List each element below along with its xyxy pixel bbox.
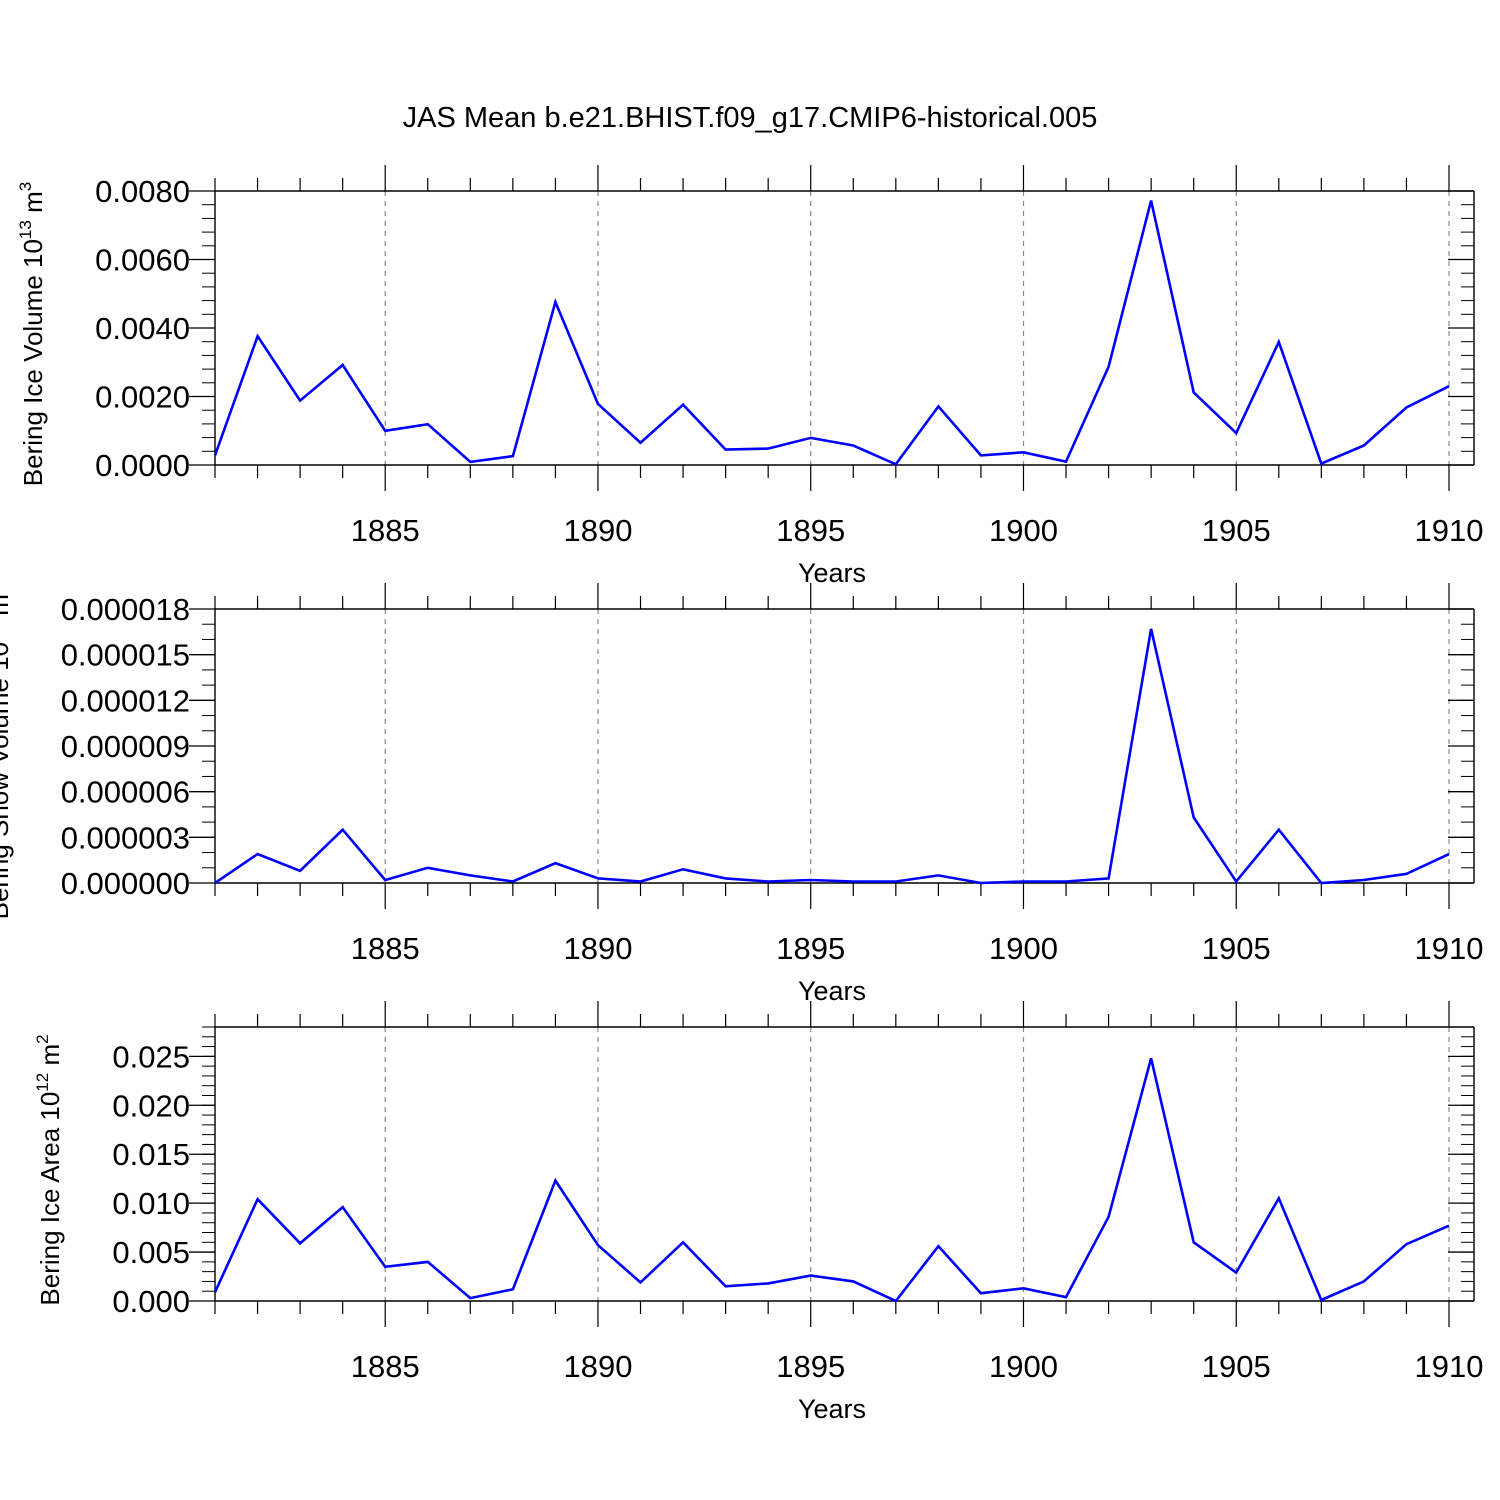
x-tick-label: 1885 [351, 931, 420, 966]
y-tick-label: 0.025 [112, 1039, 190, 1074]
x-tick-label: 1895 [776, 931, 845, 966]
y-tick-label: 0.000 [112, 1284, 190, 1319]
y-axis-title-main: Bering Ice Volume 10 [18, 239, 48, 486]
x-tick-label: 1900 [989, 513, 1058, 548]
x-tick-label: 1885 [351, 1349, 420, 1384]
figure-title: JAS Mean b.e21.BHIST.f09_g17.CMIP6-histo… [403, 102, 1098, 134]
y-tick-label: 0.010 [112, 1186, 190, 1221]
x-tick-label: 1885 [351, 513, 420, 548]
x-axis-title: Years [798, 976, 866, 1006]
y-tick-label: 0.000006 [61, 775, 190, 810]
y-tick-label: 0.0060 [95, 243, 190, 278]
x-tick-label: 1910 [1415, 513, 1484, 548]
y-axis-title: Bering Ice Volume 1013 m3 [16, 182, 48, 486]
y-tick-label: 0.000018 [61, 592, 190, 627]
y-tick-label: 0.020 [112, 1088, 190, 1123]
y-tick-label: 0.0000 [95, 448, 190, 483]
y-tick-label: 0.015 [112, 1137, 190, 1172]
y-axis-title: Bering Snow Volume 1013 m3 [0, 585, 14, 920]
y-axis-title-unit-exp: 3 [0, 585, 1, 594]
panel-2: 1885 1890 1895 1900 1905 1910 Years 0.000000 0.0… [0, 583, 1483, 1006]
panel-1: 1885 1890 1895 1900 1905 1910 Years 0.0000 0.002… [16, 165, 1483, 588]
y-axis-title-unit: m [0, 594, 14, 623]
panel-3: 1885 1890 1895 1900 1905 1910 Years 0.000 0.005 0… [33, 1001, 1483, 1424]
series-line [214, 628, 1450, 885]
y-tick-label: 0.0040 [95, 311, 190, 346]
x-tick-label: 1890 [563, 1349, 632, 1384]
x-tick-label: 1895 [776, 1349, 845, 1384]
y-tick-label: 0.000012 [61, 683, 190, 718]
y-tick-label: 0.0020 [95, 380, 190, 415]
x-axis-title: Years [798, 558, 866, 588]
y-axis-title-exp: 13 [0, 623, 1, 642]
y-tick-label: 0.005 [112, 1235, 190, 1270]
x-tick-label: 1890 [563, 513, 632, 548]
y-tick-label: 0.000000 [61, 866, 190, 901]
x-tick-label: 1910 [1415, 1349, 1484, 1384]
series-line [213, 200, 1450, 466]
y-axis-title-exp: 12 [33, 1073, 52, 1092]
y-tick-label: 0.000003 [61, 820, 190, 855]
y-axis-title-unit-exp: 3 [16, 182, 35, 191]
x-tick-label: 1895 [776, 513, 845, 548]
y-tick-label: 0.000015 [61, 638, 190, 673]
x-tick-label: 1905 [1202, 931, 1271, 966]
x-tick-label: 1905 [1202, 1349, 1271, 1384]
y-axis-title-unit-exp: 2 [33, 1034, 52, 1043]
x-tick-label: 1900 [989, 1349, 1058, 1384]
x-tick-label: 1905 [1202, 513, 1271, 548]
y-tick-label: 0.0080 [95, 174, 190, 209]
x-tick-label: 1890 [563, 931, 632, 966]
series-line [213, 1057, 1450, 1303]
x-tick-label: 1910 [1415, 931, 1484, 966]
x-axis-title: Years [798, 1394, 866, 1424]
y-axis-title-main: Bering Ice Area 10 [35, 1092, 65, 1306]
y-axis-title-unit: m [35, 1044, 65, 1073]
y-axis-title: Bering Ice Area 1012 m2 [33, 1034, 65, 1305]
y-axis-title-unit: m [18, 191, 48, 220]
y-axis-title-main: Bering Snow Volume 10 [0, 642, 14, 920]
y-tick-label: 0.000009 [61, 729, 190, 764]
y-axis-title-exp: 13 [16, 220, 35, 239]
x-tick-label: 1900 [989, 931, 1058, 966]
